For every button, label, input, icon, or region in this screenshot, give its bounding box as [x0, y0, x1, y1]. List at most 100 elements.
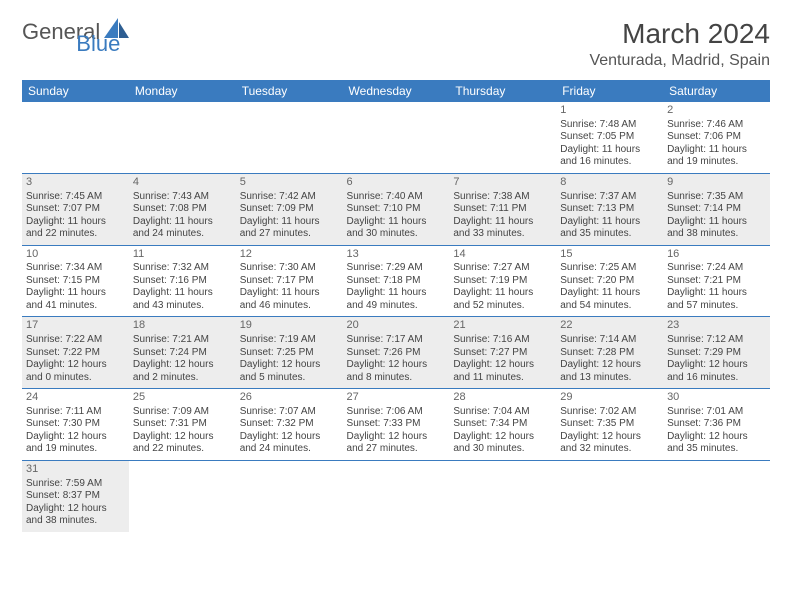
- day-info-line: Sunset: 7:35 PM: [560, 418, 659, 431]
- day-info-line: Sunrise: 7:04 AM: [453, 406, 552, 419]
- day-info-line: Daylight: 11 hours and 24 minutes.: [133, 216, 232, 241]
- day-info-line: Daylight: 11 hours and 19 minutes.: [667, 144, 766, 169]
- day-cell: [449, 460, 556, 531]
- day-header: Sunday: [22, 80, 129, 102]
- day-info-line: Sunset: 7:05 PM: [560, 131, 659, 144]
- day-cell: [343, 102, 450, 173]
- day-info-line: Sunset: 7:32 PM: [240, 418, 339, 431]
- day-info-line: Sunrise: 7:38 AM: [453, 191, 552, 204]
- day-cell: [556, 460, 663, 531]
- day-info-line: Sunrise: 7:16 AM: [453, 334, 552, 347]
- calendar-table: SundayMondayTuesdayWednesdayThursdayFrid…: [22, 80, 770, 532]
- day-cell: [22, 102, 129, 173]
- day-number: 19: [240, 319, 339, 333]
- title-block: March 2024 Venturada, Madrid, Spain: [589, 18, 770, 70]
- day-info-line: Sunset: 7:06 PM: [667, 131, 766, 144]
- day-cell: 20Sunrise: 7:17 AMSunset: 7:26 PMDayligh…: [343, 317, 450, 389]
- day-cell: 9Sunrise: 7:35 AMSunset: 7:14 PMDaylight…: [663, 173, 770, 245]
- day-info-line: Sunrise: 7:45 AM: [26, 191, 125, 204]
- day-info-line: Daylight: 12 hours and 32 minutes.: [560, 431, 659, 456]
- day-info-line: Sunrise: 7:42 AM: [240, 191, 339, 204]
- day-cell: [129, 460, 236, 531]
- day-number: 30: [667, 391, 766, 405]
- day-info-line: Sunset: 7:11 PM: [453, 203, 552, 216]
- day-info-line: Sunset: 7:10 PM: [347, 203, 446, 216]
- day-info-line: Sunset: 7:15 PM: [26, 275, 125, 288]
- day-info-line: Sunrise: 7:25 AM: [560, 262, 659, 275]
- day-number: 11: [133, 248, 232, 262]
- day-info-line: Sunset: 7:09 PM: [240, 203, 339, 216]
- day-number: 23: [667, 319, 766, 333]
- day-info-line: Sunset: 7:16 PM: [133, 275, 232, 288]
- day-info-line: Sunset: 7:19 PM: [453, 275, 552, 288]
- day-info-line: Sunrise: 7:30 AM: [240, 262, 339, 275]
- day-info-line: Daylight: 11 hours and 33 minutes.: [453, 216, 552, 241]
- day-info-line: Daylight: 11 hours and 57 minutes.: [667, 287, 766, 312]
- day-number: 29: [560, 391, 659, 405]
- day-number: 26: [240, 391, 339, 405]
- day-cell: 28Sunrise: 7:04 AMSunset: 7:34 PMDayligh…: [449, 389, 556, 461]
- day-number: 7: [453, 176, 552, 190]
- day-number: 21: [453, 319, 552, 333]
- day-info-line: Daylight: 11 hours and 43 minutes.: [133, 287, 232, 312]
- day-info-line: Sunrise: 7:34 AM: [26, 262, 125, 275]
- day-info-line: Sunset: 7:08 PM: [133, 203, 232, 216]
- day-info-line: Daylight: 12 hours and 35 minutes.: [667, 431, 766, 456]
- day-cell: 7Sunrise: 7:38 AMSunset: 7:11 PMDaylight…: [449, 173, 556, 245]
- day-info-line: Sunrise: 7:01 AM: [667, 406, 766, 419]
- day-info-line: Daylight: 11 hours and 30 minutes.: [347, 216, 446, 241]
- day-info-line: Sunset: 7:30 PM: [26, 418, 125, 431]
- day-number: 4: [133, 176, 232, 190]
- day-cell: 4Sunrise: 7:43 AMSunset: 7:08 PMDaylight…: [129, 173, 236, 245]
- day-cell: 25Sunrise: 7:09 AMSunset: 7:31 PMDayligh…: [129, 389, 236, 461]
- day-number: 6: [347, 176, 446, 190]
- table-row: 10Sunrise: 7:34 AMSunset: 7:15 PM Dayligh…: [22, 245, 770, 317]
- day-info-line: Daylight: 12 hours and 13 minutes.: [560, 359, 659, 384]
- day-number: 28: [453, 391, 552, 405]
- day-cell: 16Sunrise: 7:24 AMSunset: 7:21 PMDayligh…: [663, 245, 770, 317]
- day-info-line: Daylight: 11 hours and 49 minutes.: [347, 287, 446, 312]
- day-info-line: Daylight: 12 hours and 38 minutes.: [26, 503, 125, 528]
- day-cell: [343, 460, 450, 531]
- day-info-line: Sunrise: 7:06 AM: [347, 406, 446, 419]
- logo-text-blue: Blue: [76, 31, 120, 56]
- day-number: 5: [240, 176, 339, 190]
- page-title: March 2024: [589, 18, 770, 50]
- day-info-line: Sunset: 8:37 PM: [26, 490, 125, 503]
- day-cell: [449, 102, 556, 173]
- day-number: 17: [26, 319, 125, 333]
- day-number: 9: [667, 176, 766, 190]
- day-number: 27: [347, 391, 446, 405]
- day-info-line: Sunrise: 7:29 AM: [347, 262, 446, 275]
- day-cell: 22Sunrise: 7:14 AMSunset: 7:28 PMDayligh…: [556, 317, 663, 389]
- day-info-line: Sunrise: 7:21 AM: [133, 334, 232, 347]
- day-info-line: Daylight: 12 hours and 0 minutes.: [26, 359, 125, 384]
- day-info-line: Daylight: 11 hours and 16 minutes.: [560, 144, 659, 169]
- day-number: 31: [26, 463, 125, 477]
- day-number: 10: [26, 248, 125, 262]
- day-info-line: Sunset: 7:29 PM: [667, 347, 766, 360]
- day-info-line: Daylight: 12 hours and 8 minutes.: [347, 359, 446, 384]
- day-cell: 18Sunrise: 7:21 AMSunset: 7:24 PMDayligh…: [129, 317, 236, 389]
- day-number: 8: [560, 176, 659, 190]
- day-header: Friday: [556, 80, 663, 102]
- day-cell: 30Sunrise: 7:01 AMSunset: 7:36 PMDayligh…: [663, 389, 770, 461]
- day-cell: 14Sunrise: 7:27 AMSunset: 7:19 PMDayligh…: [449, 245, 556, 317]
- day-info-line: Daylight: 11 hours and 46 minutes.: [240, 287, 339, 312]
- day-cell: 26Sunrise: 7:07 AMSunset: 7:32 PMDayligh…: [236, 389, 343, 461]
- day-info-line: Sunrise: 7:17 AM: [347, 334, 446, 347]
- day-info-line: Sunrise: 7:48 AM: [560, 119, 659, 132]
- day-info-line: Daylight: 11 hours and 52 minutes.: [453, 287, 552, 312]
- day-number: 14: [453, 248, 552, 262]
- logo: General Blue: [22, 18, 178, 45]
- day-info-line: Sunrise: 7:22 AM: [26, 334, 125, 347]
- day-cell: [129, 102, 236, 173]
- day-info-line: Daylight: 11 hours and 22 minutes.: [26, 216, 125, 241]
- day-info-line: Daylight: 12 hours and 27 minutes.: [347, 431, 446, 456]
- day-number: 3: [26, 176, 125, 190]
- day-number: 18: [133, 319, 232, 333]
- day-cell: 29Sunrise: 7:02 AMSunset: 7:35 PMDayligh…: [556, 389, 663, 461]
- day-info-line: Daylight: 12 hours and 30 minutes.: [453, 431, 552, 456]
- day-info-line: Sunset: 7:27 PM: [453, 347, 552, 360]
- day-info-line: Sunset: 7:17 PM: [240, 275, 339, 288]
